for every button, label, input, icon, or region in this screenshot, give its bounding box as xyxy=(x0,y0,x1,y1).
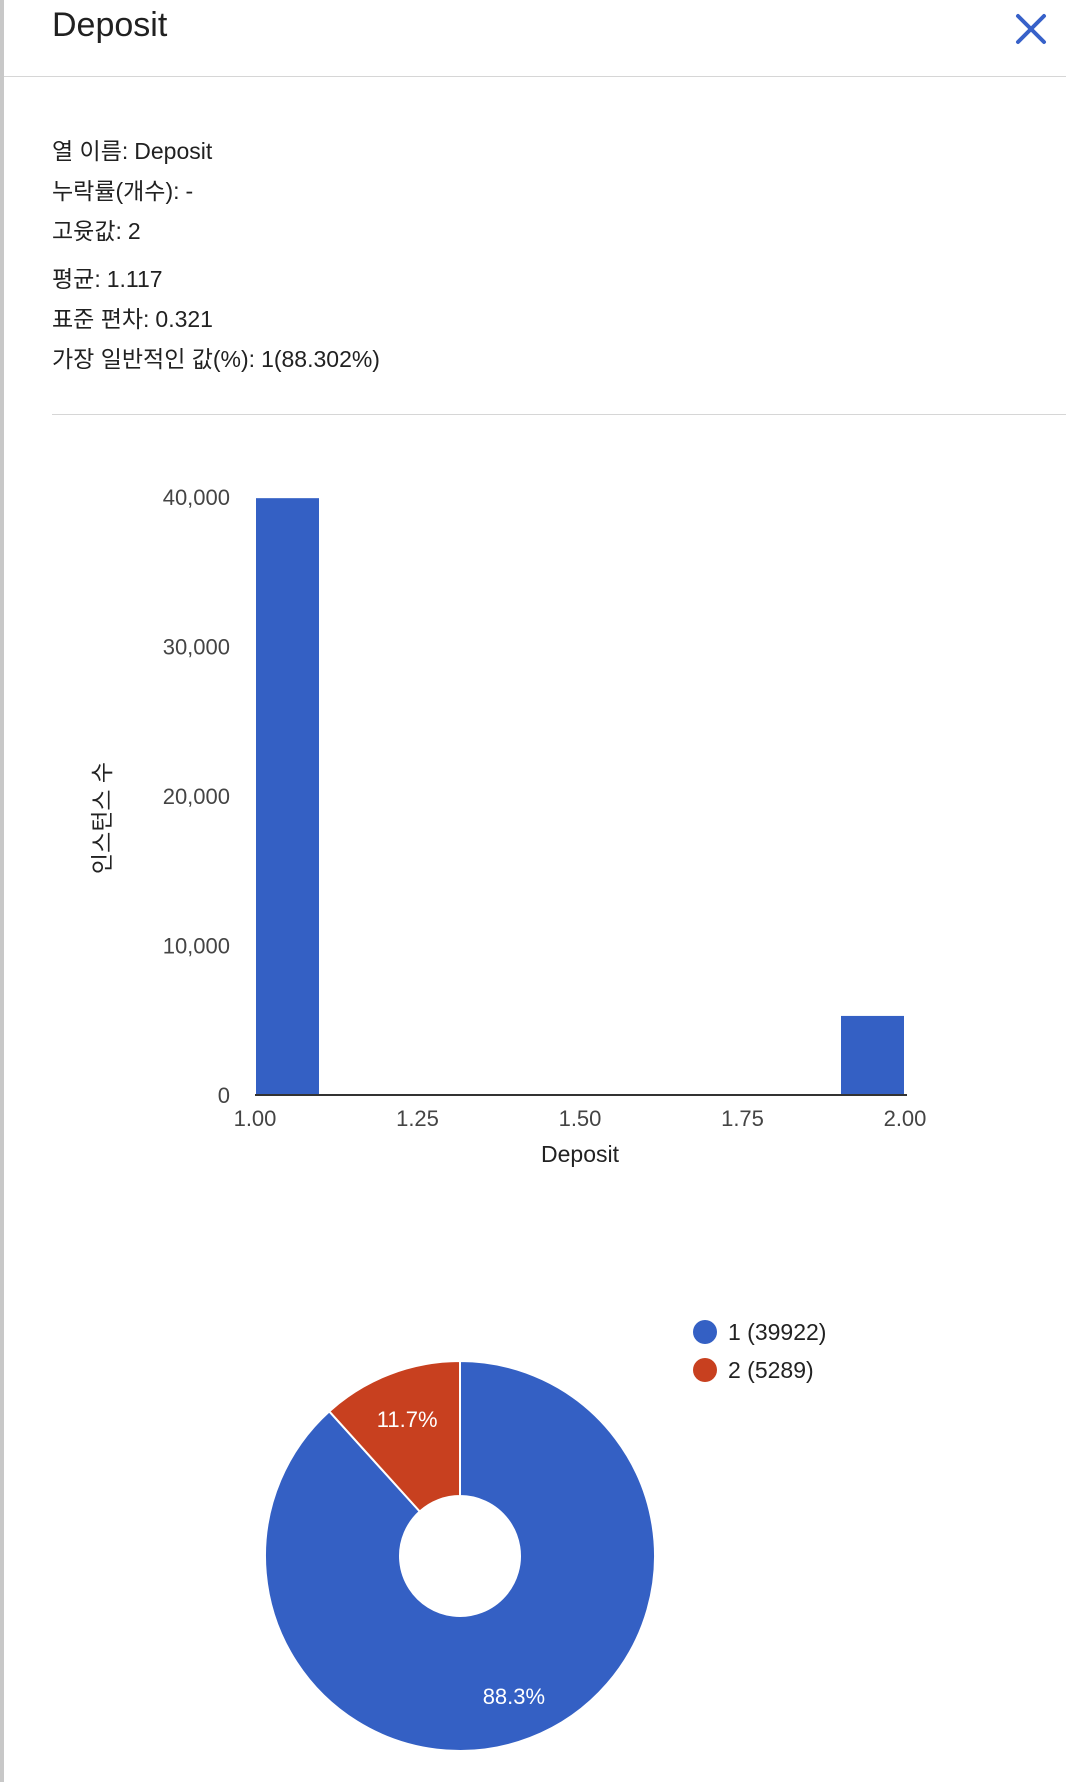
legend-label: 1 (39922) xyxy=(728,1319,826,1345)
stat-value: 2 xyxy=(127,218,141,244)
x-tick-label: 1.25 xyxy=(396,1106,439,1131)
section-divider xyxy=(52,414,1066,415)
left-window-edge xyxy=(0,0,4,1782)
stat-value: 1(88.302%) xyxy=(261,346,380,372)
stat-value: Deposit xyxy=(134,138,213,164)
pie-chart: 88.3% 11.7% 1 (39922) 2 (5289) xyxy=(0,1290,1066,1782)
legend-label: 2 (5289) xyxy=(728,1357,814,1383)
x-tick-label: 1.75 xyxy=(721,1106,764,1131)
y-tick-label: 20,000 xyxy=(163,784,230,809)
pie-slice-label: 88.3% xyxy=(483,1684,545,1709)
histogram-chart: 0 10,000 20,000 30,000 40,000 1.00 1.25 1.50 1.… xyxy=(0,420,1066,1180)
y-tick-label: 0 xyxy=(218,1083,230,1108)
pie-slice[interactable] xyxy=(264,1359,656,1752)
stat-mean: 평균: 1.117 xyxy=(52,260,163,294)
stat-label: 고윳값: xyxy=(52,218,122,244)
panel-header: Deposit xyxy=(4,0,1066,77)
x-tick-label: 1.50 xyxy=(559,1106,602,1131)
close-button[interactable] xyxy=(1012,10,1050,48)
histogram-bar[interactable] xyxy=(841,1015,904,1095)
pie-svg: 88.3% 11.7% 1 (39922) 2 (5289) xyxy=(264,1319,826,1752)
legend-item[interactable]: 1 (39922) xyxy=(693,1319,826,1345)
stat-label: 가장 일반적인 값(%): xyxy=(52,346,256,372)
x-tick-label: 1.00 xyxy=(234,1106,277,1131)
pie-slice[interactable] xyxy=(327,1359,461,1513)
stat-value: - xyxy=(185,178,194,204)
stat-unique-values: 고윳값: 2 xyxy=(52,212,141,246)
stat-label: 열 이름: xyxy=(52,138,129,164)
x-tick-label: 2.00 xyxy=(884,1106,927,1131)
stat-label: 평균: xyxy=(52,266,101,292)
pie-slice-labels: 88.3% 11.7% xyxy=(377,1407,545,1709)
x-axis-label: Deposit xyxy=(541,1141,620,1167)
stat-label: 표준 편차: xyxy=(52,306,150,332)
y-tick-label: 40,000 xyxy=(163,485,230,510)
pie-legend: 1 (39922) 2 (5289) xyxy=(693,1319,826,1383)
stat-missing-rate: 누락률(개수): - xyxy=(52,172,193,206)
stat-std-dev: 표준 편차: 0.321 xyxy=(52,300,213,334)
y-tick-label: 30,000 xyxy=(163,635,230,660)
stat-most-common: 가장 일반적인 값(%): 1(88.302%) xyxy=(52,340,380,374)
x-axis-ticks: 1.00 1.25 1.50 1.75 2.00 xyxy=(234,1106,927,1131)
y-axis-label: 인스턴스 수 xyxy=(89,762,115,874)
close-icon xyxy=(1016,14,1046,44)
legend-swatch xyxy=(693,1320,717,1344)
pie-slices xyxy=(264,1359,656,1752)
legend-item[interactable]: 2 (5289) xyxy=(693,1357,814,1383)
pie-slice-label: 11.7% xyxy=(377,1407,438,1432)
panel-title: Deposit xyxy=(52,6,168,44)
histogram-bars xyxy=(256,498,904,1095)
stat-value: 0.321 xyxy=(155,306,213,332)
stat-column-name: 열 이름: Deposit xyxy=(52,132,212,166)
y-axis-ticks: 0 10,000 20,000 30,000 40,000 xyxy=(163,485,230,1108)
legend-swatch xyxy=(693,1358,717,1382)
y-tick-label: 10,000 xyxy=(163,934,230,959)
histogram-bar[interactable] xyxy=(256,498,319,1095)
stat-label: 누락률(개수): xyxy=(52,178,180,204)
stat-value: 1.117 xyxy=(106,266,163,292)
